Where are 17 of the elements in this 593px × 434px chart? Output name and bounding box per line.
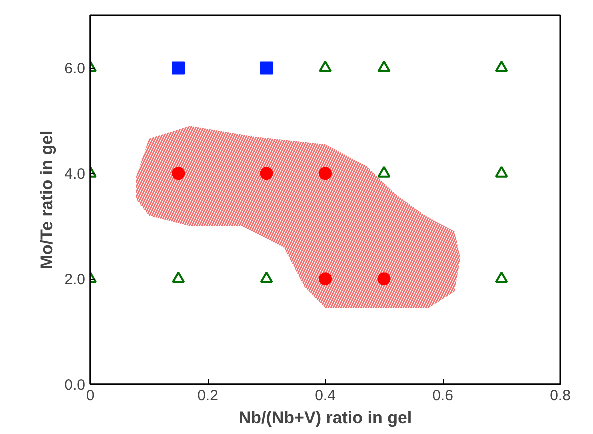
x-tick-label: 0.4	[315, 388, 336, 404]
point	[378, 166, 391, 178]
x-tick-label: 0.6	[432, 388, 454, 404]
point	[495, 60, 508, 72]
y-tick-label: 0.0	[64, 377, 86, 394]
x-tick-label: 0.2	[198, 388, 218, 404]
x-tick-label: 0.8	[550, 388, 571, 404]
point	[495, 166, 508, 178]
y-axis-title: Mo/Te ratio in gel	[38, 130, 57, 270]
x-tick-label: 0	[86, 388, 95, 404]
y-tick-label: 6.0	[64, 60, 86, 78]
x-axis-title: Nb/(Nb+V) ratio in gel	[238, 408, 412, 428]
y-tick-label: 4.0	[64, 166, 86, 184]
point	[319, 60, 332, 72]
point	[495, 272, 508, 284]
y-tick-label: 2.0	[64, 272, 86, 289]
point	[378, 60, 391, 72]
